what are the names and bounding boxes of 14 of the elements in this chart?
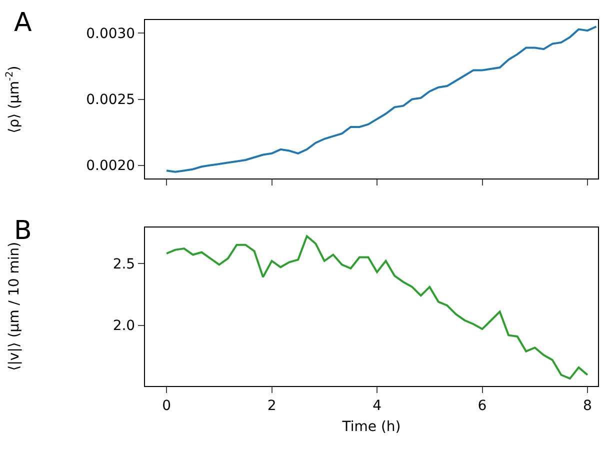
x-tick-label: 8 (583, 398, 592, 414)
x-tick-label: 4 (372, 398, 382, 414)
y-tick-label: 0.0020 (86, 158, 136, 174)
x-axis-title: Time (h) (341, 419, 401, 436)
x-tick-label: 2 (267, 398, 276, 414)
x-tick-label: 0 (162, 398, 172, 414)
y-tick-label: 0.0030 (86, 26, 136, 42)
y-tick-label: 2.5 (112, 256, 136, 272)
line-series (166, 26, 598, 173)
y-tick-label: 2.0 (112, 318, 136, 334)
x-tick-label: 6 (478, 398, 487, 414)
chart-title: A (14, 8, 32, 38)
y-tick-label: 0.0025 (86, 92, 136, 108)
line-series (166, 235, 588, 380)
